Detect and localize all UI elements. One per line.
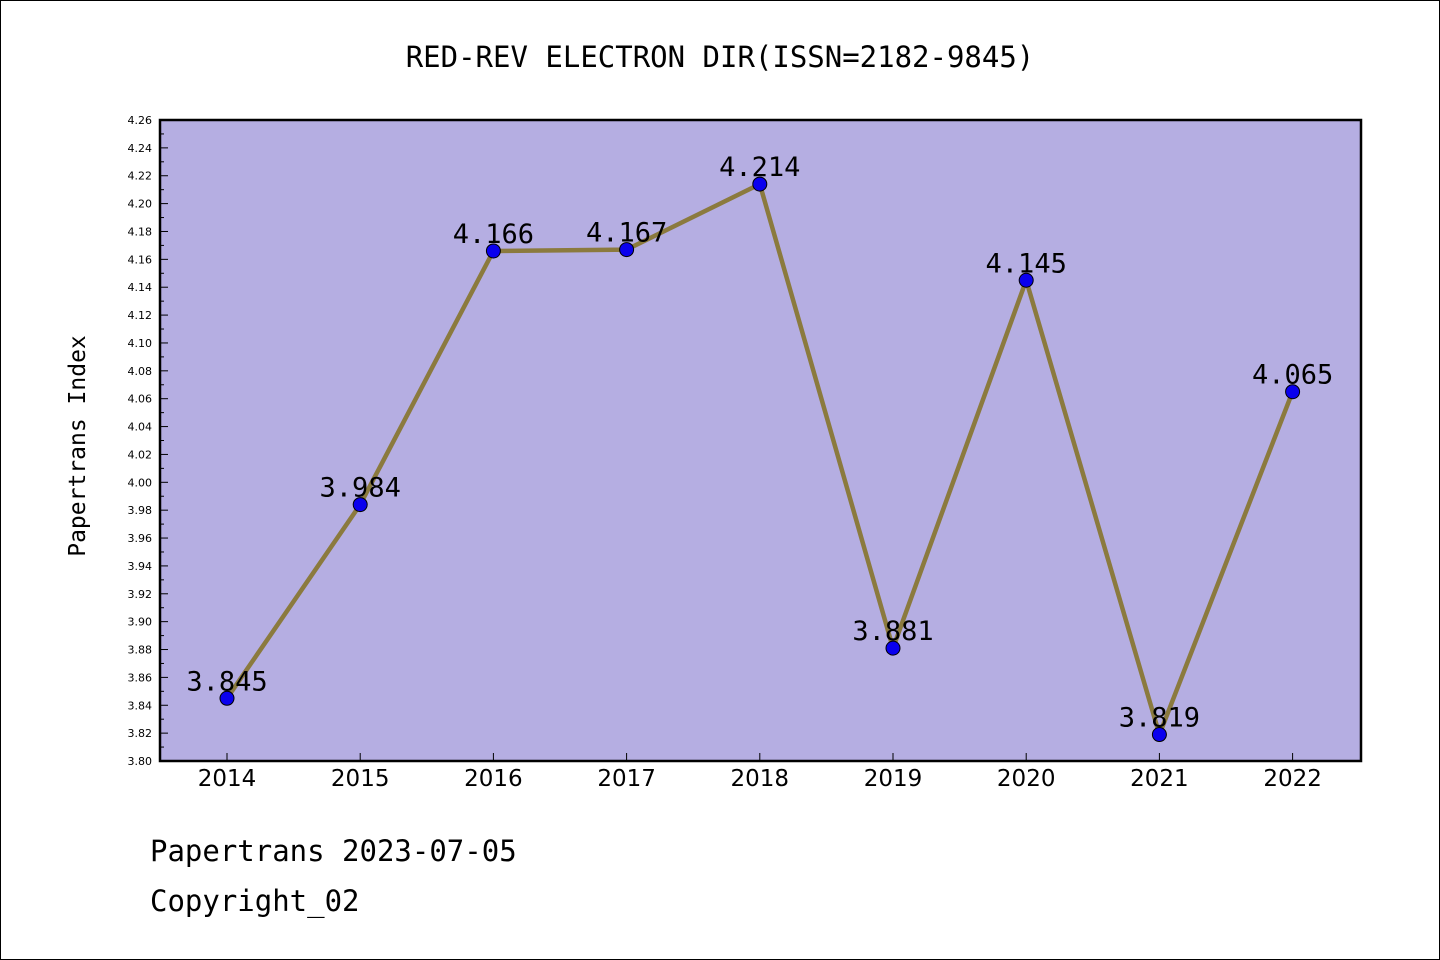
data-label: 3.881 bbox=[852, 616, 933, 647]
footer-date: Papertrans 2023-07-05 bbox=[150, 834, 517, 868]
footer-copyright: Copyright_02 bbox=[150, 884, 360, 918]
y-tick-label: 3.92 bbox=[128, 588, 153, 601]
data-point bbox=[1151, 727, 1167, 743]
data-point bbox=[1285, 384, 1301, 400]
y-tick-label: 4.06 bbox=[128, 393, 153, 406]
data-label: 3.845 bbox=[186, 666, 267, 697]
data-label: 3.984 bbox=[320, 473, 401, 504]
x-tick-label: 2021 bbox=[1130, 766, 1189, 792]
y-tick-label: 4.16 bbox=[128, 253, 153, 266]
data-point bbox=[752, 176, 768, 192]
y-tick-label: 3.86 bbox=[128, 671, 153, 684]
data-point bbox=[219, 690, 235, 706]
x-tick-label: 2015 bbox=[331, 766, 390, 792]
x-tick-label: 2014 bbox=[198, 766, 257, 792]
data-label: 4.214 bbox=[719, 152, 800, 183]
data-labels: 3.845 3.984 4.166 4.167 4.214 3.881 4.145 3.819… bbox=[186, 152, 1333, 733]
data-point bbox=[885, 640, 901, 656]
y-tick-label: 3.90 bbox=[128, 616, 153, 629]
y-tick-label: 4.18 bbox=[128, 225, 153, 238]
y-tick-label: 4.00 bbox=[128, 476, 153, 489]
y-tick-label: 4.22 bbox=[128, 170, 153, 183]
data-point bbox=[1018, 272, 1034, 288]
x-tick-label: 2022 bbox=[1263, 766, 1322, 792]
x-tick-label: 2018 bbox=[731, 766, 790, 792]
y-tick-label: 4.24 bbox=[128, 142, 153, 155]
data-point bbox=[485, 243, 501, 259]
data-label: 3.819 bbox=[1119, 703, 1200, 734]
y-tick-label: 3.98 bbox=[128, 504, 153, 517]
y-tick-label: 3.88 bbox=[128, 644, 153, 657]
y-tick-label: 4.12 bbox=[128, 309, 153, 322]
data-label: 4.167 bbox=[586, 218, 667, 249]
data-point bbox=[352, 497, 368, 513]
x-tick-label: 2019 bbox=[864, 766, 923, 792]
y-tick-label: 4.20 bbox=[128, 198, 153, 211]
chart-title: RED-REV ELECTRON DIR(ISSN=2182-9845) bbox=[406, 40, 1035, 74]
x-tick-label: 2016 bbox=[464, 766, 523, 792]
markers bbox=[219, 176, 1301, 743]
y-tick-label: 3.82 bbox=[128, 727, 153, 740]
y-tick-label: 4.04 bbox=[128, 421, 153, 434]
y-tick-label: 3.80 bbox=[128, 755, 153, 768]
y-tick-label: 3.84 bbox=[128, 699, 153, 712]
data-label: 4.166 bbox=[453, 219, 534, 250]
y-tick-label: 4.02 bbox=[128, 448, 153, 461]
y-tick-label: 4.10 bbox=[128, 337, 153, 350]
y-tick-label: 4.26 bbox=[128, 114, 153, 127]
y-tick-label: 4.14 bbox=[128, 281, 153, 294]
x-tick-label: 2017 bbox=[597, 766, 656, 792]
data-point bbox=[619, 242, 635, 258]
plot-area bbox=[158, 118, 1363, 763]
y-tick-label: 3.96 bbox=[128, 532, 153, 545]
y-tick-label: 3.94 bbox=[128, 560, 153, 573]
y-axis-label: Papertrans Index bbox=[65, 335, 91, 557]
y-ticks: 3.80 3.82 3.84 3.86 3.88 3.90 3.92 3.94 3.96 3.98… bbox=[128, 114, 168, 768]
data-label: 4.065 bbox=[1252, 360, 1333, 391]
data-label: 4.145 bbox=[986, 248, 1067, 279]
y-tick-label: 4.08 bbox=[128, 365, 153, 378]
x-tick-label: 2020 bbox=[997, 766, 1056, 792]
x-ticks: 2014 2015 2016 2017 2018 2019 2020 2021 2022 bbox=[198, 753, 1322, 792]
